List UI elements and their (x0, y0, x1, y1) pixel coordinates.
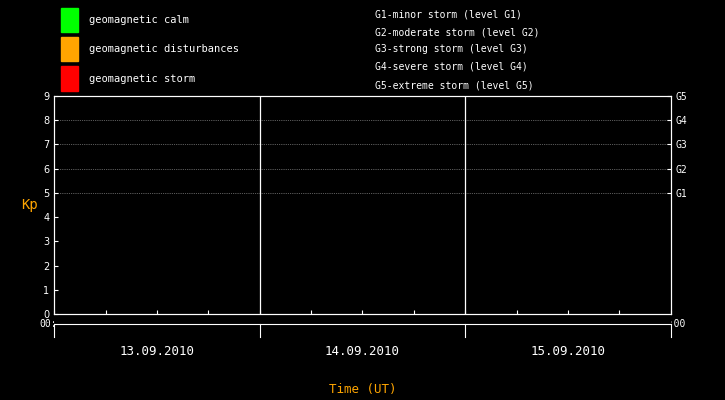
Text: 13.09.2010: 13.09.2010 (120, 345, 194, 358)
Text: Time (UT): Time (UT) (328, 383, 397, 396)
Text: 15.09.2010: 15.09.2010 (531, 345, 605, 358)
Text: G5-extreme storm (level G5): G5-extreme storm (level G5) (375, 80, 534, 90)
Bar (60, 37, 78, 61)
Text: G2-moderate storm (level G2): G2-moderate storm (level G2) (375, 27, 539, 37)
Text: G4-severe storm (level G4): G4-severe storm (level G4) (375, 62, 528, 72)
Text: geomagnetic disturbances: geomagnetic disturbances (89, 44, 239, 54)
Text: 14.09.2010: 14.09.2010 (325, 345, 400, 358)
Text: G3-strong storm (level G3): G3-strong storm (level G3) (375, 44, 528, 54)
Y-axis label: Kp: Kp (21, 198, 38, 212)
Text: geomagnetic storm: geomagnetic storm (89, 74, 195, 84)
Bar (60, 8, 78, 32)
Text: G1-minor storm (level G1): G1-minor storm (level G1) (375, 10, 522, 20)
Text: geomagnetic calm: geomagnetic calm (89, 15, 189, 25)
Bar (60, 66, 78, 90)
